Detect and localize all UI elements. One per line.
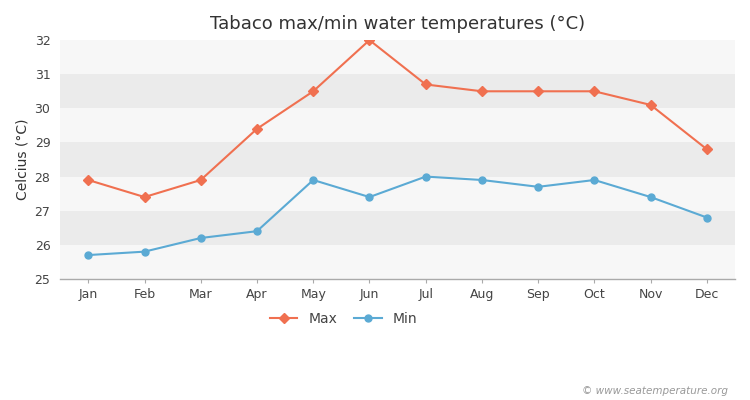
- Bar: [60, 245, 735, 279]
- Max: [253, 126, 262, 131]
- Min: [590, 178, 599, 182]
- Max: [590, 89, 599, 94]
- Bar: [60, 211, 735, 245]
- Max: [478, 89, 487, 94]
- Bar: [60, 40, 735, 74]
- Max: [534, 89, 543, 94]
- Min: [478, 178, 487, 182]
- Max: [703, 147, 712, 152]
- Line: Max: Max: [85, 37, 710, 200]
- Min: [534, 184, 543, 189]
- Bar: [60, 108, 735, 142]
- Min: [196, 236, 206, 240]
- Text: © www.seatemperature.org: © www.seatemperature.org: [581, 386, 728, 396]
- Min: [365, 195, 374, 200]
- Min: [309, 178, 318, 182]
- Max: [196, 178, 206, 182]
- Min: [84, 253, 93, 258]
- Bar: [60, 142, 735, 176]
- Min: [646, 195, 656, 200]
- Line: Min: Min: [85, 173, 710, 258]
- Min: [703, 215, 712, 220]
- Min: [140, 249, 149, 254]
- Max: [365, 38, 374, 42]
- Min: [422, 174, 430, 179]
- Max: [84, 178, 93, 182]
- Bar: [60, 176, 735, 211]
- Bar: [60, 74, 735, 108]
- Y-axis label: Celcius (°C): Celcius (°C): [15, 119, 29, 200]
- Max: [309, 89, 318, 94]
- Title: Tabaco max/min water temperatures (°C): Tabaco max/min water temperatures (°C): [210, 15, 585, 33]
- Max: [646, 102, 656, 107]
- Max: [422, 82, 430, 87]
- Min: [253, 229, 262, 234]
- Max: [140, 195, 149, 200]
- Legend: Max, Min: Max, Min: [264, 306, 423, 332]
